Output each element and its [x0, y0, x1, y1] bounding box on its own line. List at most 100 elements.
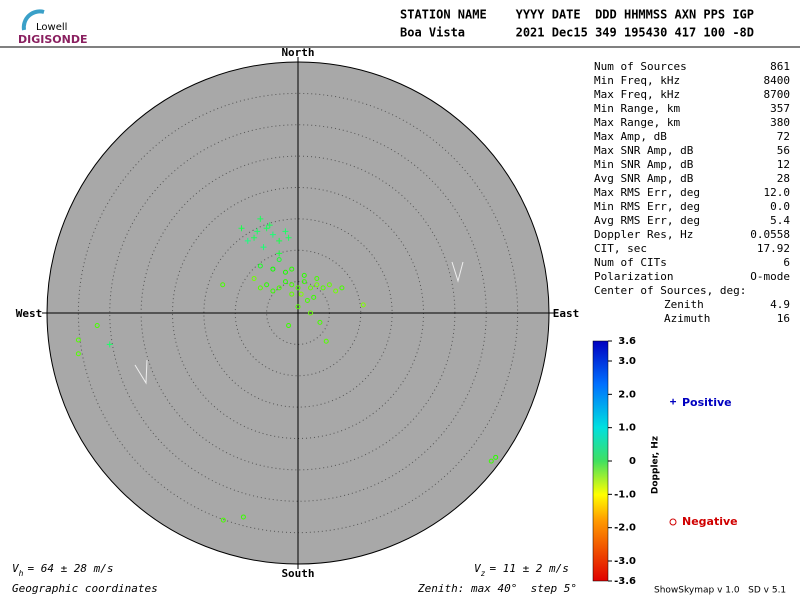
source-negative — [289, 291, 295, 297]
stat-value: 12 — [777, 158, 790, 171]
stat-label: Avg RMS Err, deg — [594, 214, 700, 227]
source-negative — [326, 282, 332, 288]
source-negative — [257, 285, 263, 291]
stat-label: Max Freq, kHz — [594, 88, 680, 101]
source-negative — [314, 275, 320, 281]
stat-value: 380 — [770, 116, 790, 129]
source-negative — [295, 304, 301, 310]
source-negative — [289, 266, 295, 272]
west-label: West — [16, 307, 43, 320]
stat-label: Max Amp, dB — [594, 130, 667, 143]
source-positive — [263, 225, 270, 232]
source-positive — [260, 244, 267, 251]
source-negative — [94, 323, 100, 329]
source-negative — [220, 517, 226, 523]
vh-text: = 64 ± 28 m/s — [27, 562, 113, 575]
stat-value: 357 — [770, 102, 790, 115]
velocity-marks — [134, 261, 464, 385]
vz-text: = 11 ± 2 m/s — [489, 562, 568, 575]
stat-label: Polarization — [594, 270, 673, 283]
vh: Vh = 64 ± 28 m/s — [12, 562, 114, 578]
source-positive — [257, 215, 264, 222]
stat-label: Min Freq, kHz — [594, 74, 680, 87]
stat-value: 8400 — [764, 74, 791, 87]
source-negative — [308, 310, 314, 316]
logo-bottom: DIGISONDE — [18, 33, 87, 46]
stat-label: Max RMS Err, deg — [594, 186, 700, 199]
center-label: Azimuth — [664, 312, 710, 325]
source-positive — [106, 341, 113, 348]
stat-label: Min Range, km — [594, 102, 680, 115]
stat-value: 0.0558 — [750, 228, 790, 241]
source-negative — [360, 302, 366, 308]
stat-label: Min SNR Amp, dB — [594, 158, 694, 171]
source-positive — [285, 234, 292, 241]
source-negative — [75, 337, 81, 343]
source-negative — [314, 282, 320, 288]
stat-label: Doppler Res, Hz — [594, 228, 693, 241]
colorbar-tick-label: 3.6 — [618, 336, 636, 347]
stat-label: Min RMS Err, deg — [594, 200, 700, 213]
stat-value: 17.92 — [757, 242, 790, 255]
stat-label: Num of CITs — [594, 256, 667, 269]
source-negative — [282, 269, 288, 275]
source-negative — [75, 351, 81, 357]
colorbar-tick-label: 0 — [629, 456, 636, 467]
source-positive — [254, 228, 261, 235]
logo-top: Lowell — [36, 22, 67, 33]
source-positive — [238, 225, 245, 232]
source-negative — [257, 263, 263, 269]
legend-plus: + — [670, 395, 677, 408]
source-positive — [266, 222, 273, 229]
source-negative — [270, 266, 276, 272]
stat-value: 0.0 — [770, 200, 790, 213]
source-negative — [488, 458, 494, 464]
source-positive — [244, 237, 251, 244]
center-value: 4.9 — [770, 298, 790, 311]
stat-label: Max SNR Amp, dB — [594, 144, 694, 157]
source-positive — [251, 234, 258, 241]
colorbar-label: Doppler, Hz — [651, 436, 661, 494]
colorbar-tick-label: -3.0 — [614, 556, 636, 567]
source-negative — [220, 282, 226, 288]
colorbar — [592, 340, 609, 582]
vh-symbol: V — [12, 562, 20, 575]
logo-arc — [21, 9, 45, 31]
source-negative — [276, 257, 282, 263]
source-positive — [269, 231, 276, 238]
source-negative — [276, 285, 282, 291]
colorbar-tick-label: 3.0 — [618, 356, 636, 367]
zenith-info: Zenith: max 40° step 5° — [417, 582, 577, 595]
source-positive — [276, 237, 283, 244]
vz: Vz = 11 ± 2 m/s — [474, 562, 569, 578]
source-negative — [264, 282, 270, 288]
source-negative — [289, 282, 295, 288]
colorbar-tick-label: -1.0 — [614, 489, 636, 500]
stat-value: 5.4 — [770, 214, 790, 227]
stat-label: Num of Sources — [594, 60, 687, 73]
stat-value: 8700 — [764, 88, 791, 101]
source-negative — [493, 454, 499, 460]
center-value: 16 — [777, 312, 790, 325]
stat-value: 56 — [777, 144, 790, 157]
source-positive — [282, 228, 289, 235]
east-label: East — [553, 307, 580, 320]
stats-table: Num of Sources 861 Min Freq, kHz 8400 Max Fr… — [594, 60, 790, 325]
center-label: Zenith — [664, 298, 704, 311]
header-columns: STATION NAME YYYY DATE DDD HHMMSS AXN PP… — [400, 8, 754, 22]
north-label: North — [281, 46, 314, 59]
source-negative — [304, 297, 310, 303]
source-negative — [286, 323, 292, 329]
colorbar-tick-label: 1.0 — [618, 423, 636, 434]
source-negative — [308, 285, 314, 291]
stat-label: Avg SNR Amp, dB — [594, 172, 694, 185]
legend-negative: Negative — [682, 515, 738, 528]
stat-label: Max Range, km — [594, 116, 680, 129]
source-negative — [333, 288, 339, 294]
vh-sub: h — [19, 569, 24, 578]
colorbar-tick-label: 2.0 — [618, 389, 636, 400]
header-values: Boa Vista 2021 Dec15 349 195430 417 100 … — [400, 26, 754, 40]
source-negative — [298, 291, 304, 297]
source-negative — [339, 285, 345, 291]
